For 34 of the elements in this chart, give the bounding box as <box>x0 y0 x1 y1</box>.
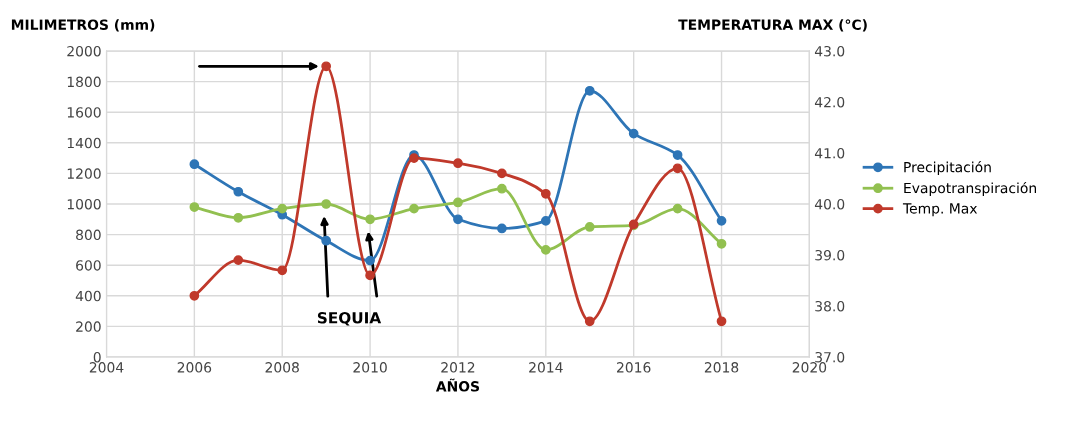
y2-tick-label: 41.0 <box>814 147 845 159</box>
x-axis-title: AÑOS <box>435 378 480 392</box>
y2-tick-label: 42.0 <box>814 96 845 108</box>
y-axis-title: MILIMETROS (mm) <box>11 19 155 32</box>
y-tick-label: 1400 <box>67 137 101 149</box>
x-tick-label: 2014 <box>529 362 563 373</box>
y2-tick-label: 38.0 <box>815 300 845 312</box>
x-tick-label: 2010 <box>353 362 387 373</box>
y-tick-label: 1600 <box>67 107 101 118</box>
y2-axis-title: TEMPERATURA MAX (°C) <box>678 19 867 32</box>
y-tick-label: 400 <box>75 290 101 302</box>
y-tick-label: 2000 <box>67 45 101 57</box>
y2-tick-label: 43.0 <box>814 45 845 57</box>
y2-tick-label: 37.0 <box>815 351 845 363</box>
y2-tick-label: 39.0 <box>815 249 845 261</box>
y-tick-label: 0 <box>93 351 101 363</box>
x-tick-label: 2008 <box>265 362 299 373</box>
annotation: SEQUIA <box>317 312 382 326</box>
x-tick-label: 2012 <box>441 362 475 373</box>
x-tick-label: 2004 <box>89 362 124 373</box>
y2-tick-label: 40.0 <box>814 198 845 210</box>
legend-label: Evapotranspiración <box>904 181 1036 196</box>
y-tick-label: 1200 <box>67 168 101 179</box>
y-tick-label: 200 <box>76 321 101 332</box>
x-tick-label: 2018 <box>704 362 739 373</box>
x-tick-label: 2006 <box>177 362 212 373</box>
legend-label: Temp. Max <box>902 203 978 217</box>
y-tick-label: 600 <box>76 260 101 271</box>
x-tick-label: 2016 <box>617 362 651 373</box>
legend-label: Precipitación <box>904 161 991 176</box>
y-tick-label: 800 <box>76 229 101 241</box>
y-tick-label: 1000 <box>67 198 101 210</box>
y-tick-label: 1800 <box>67 76 101 88</box>
x-tick-label: 2020 <box>792 362 827 373</box>
